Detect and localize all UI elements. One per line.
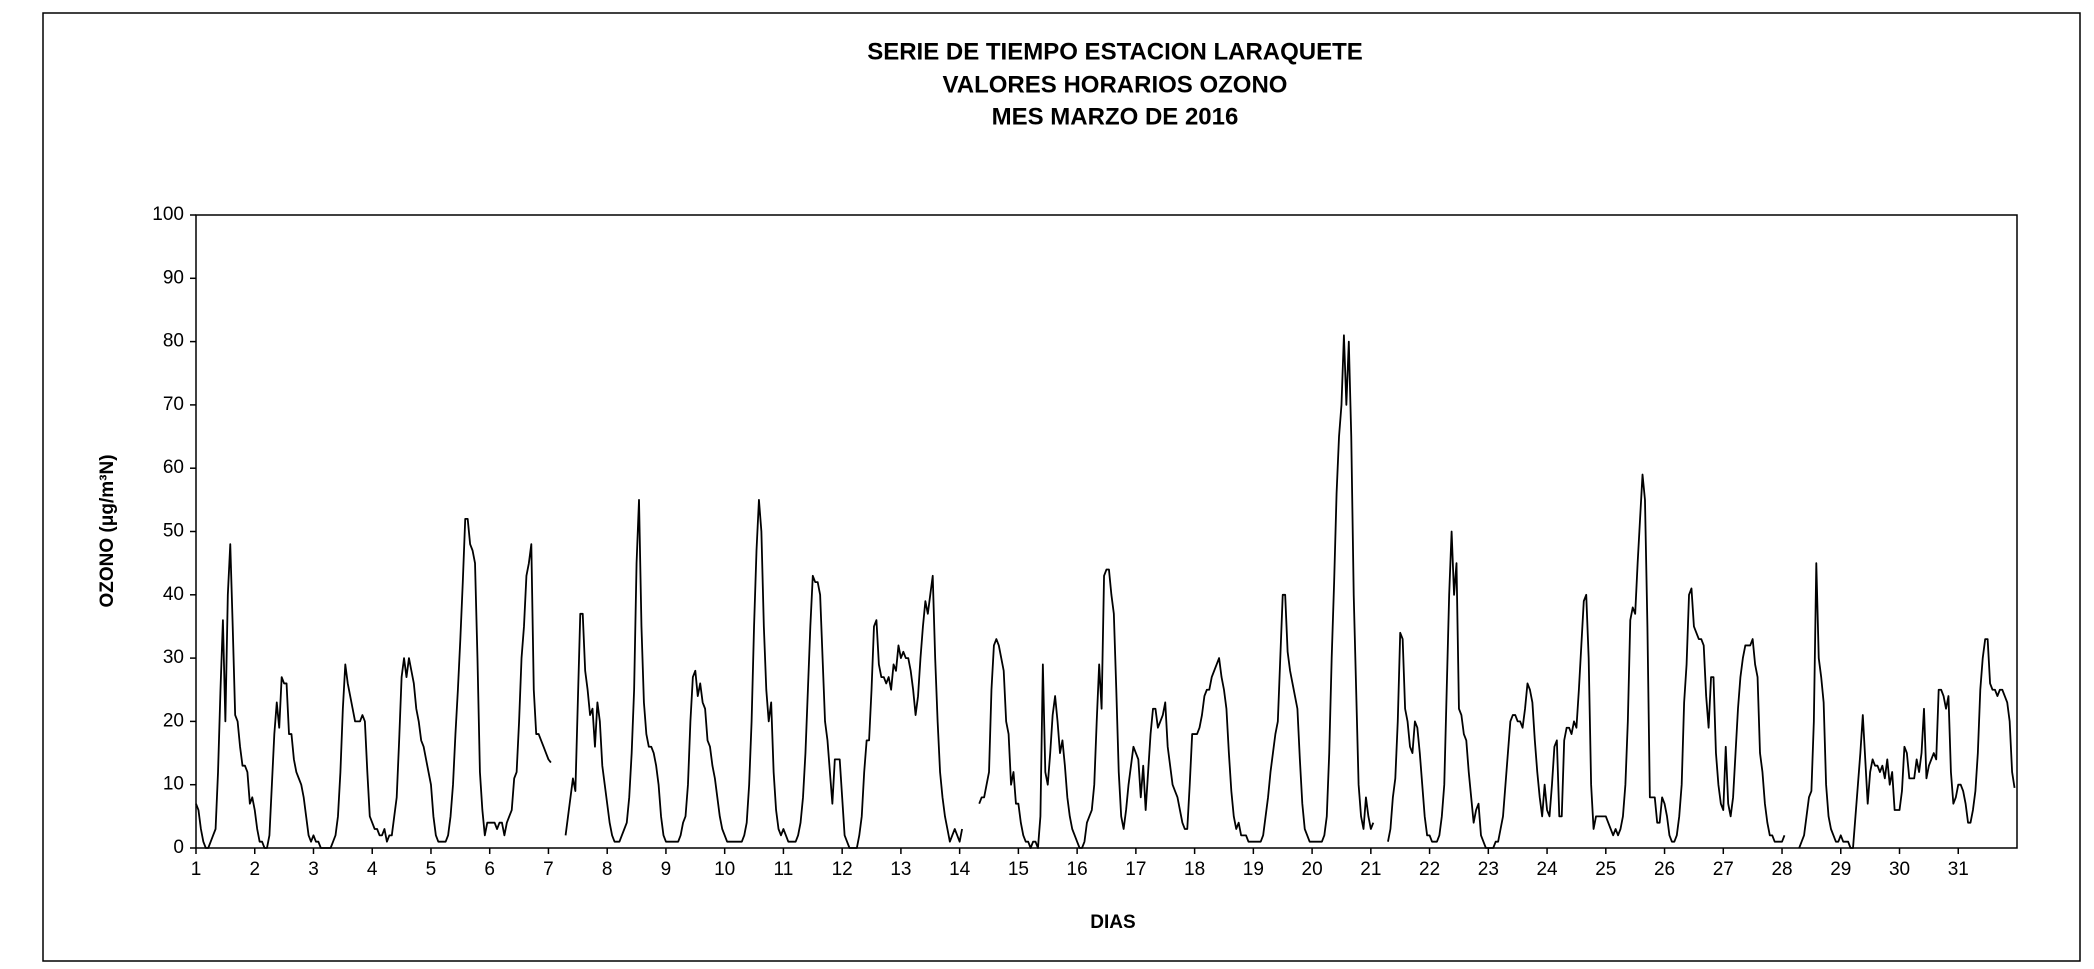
x-tick-label: 1 bbox=[191, 859, 202, 880]
chart-title: SERIE DE TIEMPO ESTACION LARAQUETE bbox=[867, 38, 1363, 65]
chart-subtitle: MES MARZO DE 2016 bbox=[992, 103, 1239, 130]
y-tick-label: 80 bbox=[163, 331, 184, 352]
x-tick-label: 10 bbox=[714, 859, 735, 880]
x-tick-label: 11 bbox=[774, 859, 794, 880]
y-tick-label: 50 bbox=[163, 521, 184, 542]
y-tick-label: 90 bbox=[163, 267, 184, 288]
x-tick-label: 21 bbox=[1360, 859, 1381, 880]
y-tick-label: 30 bbox=[163, 647, 184, 668]
x-tick-label: 5 bbox=[426, 859, 437, 880]
x-tick-label: 12 bbox=[832, 859, 853, 880]
data-line bbox=[195, 334, 2016, 849]
x-tick-label: 15 bbox=[1008, 859, 1029, 880]
y-tick-label: 70 bbox=[163, 394, 184, 415]
x-tick-label: 28 bbox=[1771, 859, 1792, 880]
x-tick-label: 6 bbox=[484, 859, 495, 880]
x-tick-label: 26 bbox=[1654, 859, 1675, 880]
x-tick-label: 25 bbox=[1595, 859, 1616, 880]
y-tick-label: 10 bbox=[163, 774, 184, 795]
x-tick-label: 2 bbox=[249, 859, 260, 880]
x-tick-label: 13 bbox=[890, 859, 911, 880]
x-tick-label: 16 bbox=[1067, 859, 1088, 880]
x-tick-label: 8 bbox=[602, 859, 613, 880]
x-tick-label: 4 bbox=[367, 859, 378, 880]
x-tick-label: 29 bbox=[1830, 859, 1851, 880]
y-tick-label: 100 bbox=[152, 204, 184, 225]
x-tick-label: 18 bbox=[1184, 859, 1205, 880]
x-tick-label: 30 bbox=[1889, 859, 1910, 880]
x-tick-label: 23 bbox=[1478, 859, 1499, 880]
x-tick-label: 14 bbox=[949, 859, 971, 880]
x-tick-label: 9 bbox=[661, 859, 672, 880]
x-tick-label: 27 bbox=[1713, 859, 1734, 880]
x-axis-label: DIAS bbox=[1090, 912, 1135, 933]
x-tick-label: 7 bbox=[543, 859, 554, 880]
y-tick-label: 60 bbox=[163, 457, 184, 478]
chart-border bbox=[42, 12, 2081, 962]
x-tick-label: 24 bbox=[1536, 859, 1558, 880]
x-tick-label: 31 bbox=[1948, 859, 1969, 880]
x-tick-label: 20 bbox=[1302, 859, 1323, 880]
y-tick-label: 40 bbox=[163, 584, 184, 605]
y-tick-label: 20 bbox=[163, 710, 184, 731]
x-tick-label: 17 bbox=[1125, 859, 1146, 880]
y-tick-label: 0 bbox=[173, 837, 184, 858]
y-axis-label: OZONO (μg/m³N) bbox=[97, 454, 118, 607]
x-tick-label: 3 bbox=[308, 859, 319, 880]
chart-subtitle: VALORES HORARIOS OZONO bbox=[943, 71, 1288, 98]
x-tick-label: 19 bbox=[1243, 859, 1264, 880]
x-tick-label: 22 bbox=[1419, 859, 1440, 880]
